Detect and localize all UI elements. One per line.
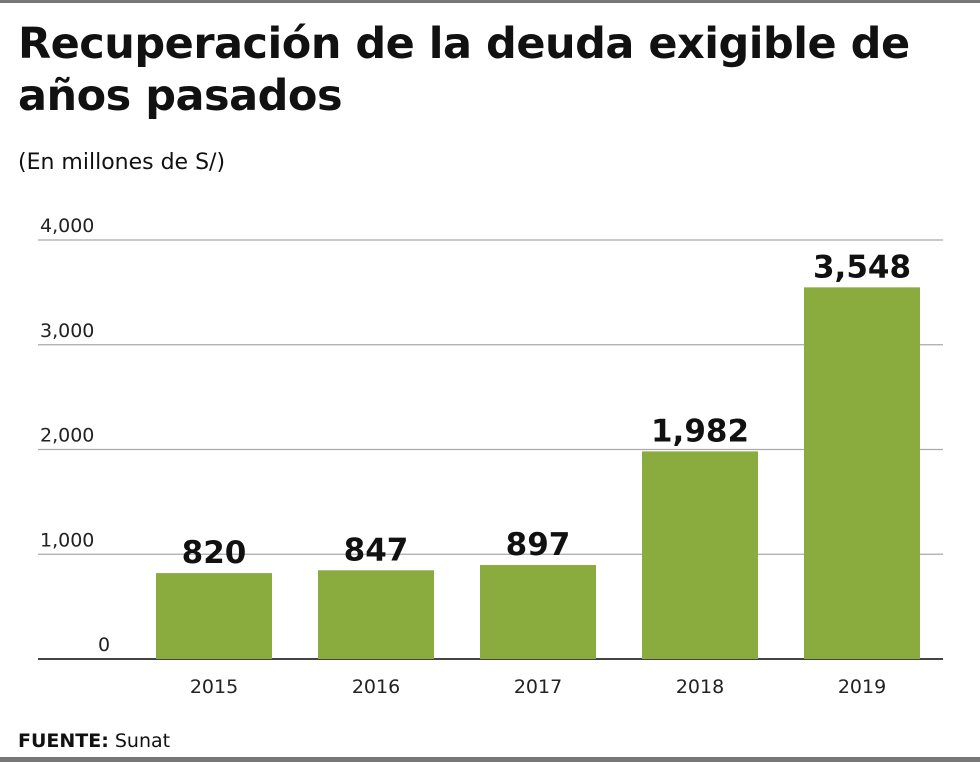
x-tick-label: 2016: [352, 676, 400, 698]
data-label: 3,548: [813, 249, 911, 285]
bar-2017: [480, 565, 596, 659]
data-label: 897: [506, 527, 571, 563]
top-border: [0, 0, 980, 3]
source-label: FUENTE:: [18, 730, 109, 752]
x-tick-label: 2019: [838, 676, 886, 698]
x-tick-label: 2017: [514, 676, 562, 698]
chart-subtitle: (En millones de S/): [18, 150, 226, 175]
bar-2015: [156, 573, 272, 659]
data-label: 1,982: [651, 413, 749, 449]
chart-title: Recuperación de la deuda exigible de año…: [18, 19, 910, 121]
x-tick-label: 2015: [190, 676, 238, 698]
bar-2019: [804, 287, 920, 659]
data-label: 847: [344, 532, 409, 568]
y-tick-label: 0: [98, 634, 110, 656]
y-tick-label: 2,000: [40, 425, 94, 447]
data-label: 820: [182, 535, 247, 571]
bar-2018: [642, 451, 758, 659]
y-tick-label: 4,000: [40, 215, 94, 237]
bar-2016: [318, 570, 434, 659]
x-tick-label: 2018: [676, 676, 724, 698]
bottom-border: [0, 757, 980, 762]
y-tick-label: 3,000: [40, 320, 94, 342]
y-tick-label: 1,000: [40, 529, 94, 551]
source-value: Sunat: [114, 730, 171, 752]
source-note: FUENTE: Sunat: [18, 730, 170, 752]
